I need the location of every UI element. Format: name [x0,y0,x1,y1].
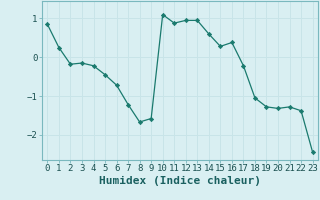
X-axis label: Humidex (Indice chaleur): Humidex (Indice chaleur) [99,176,261,186]
